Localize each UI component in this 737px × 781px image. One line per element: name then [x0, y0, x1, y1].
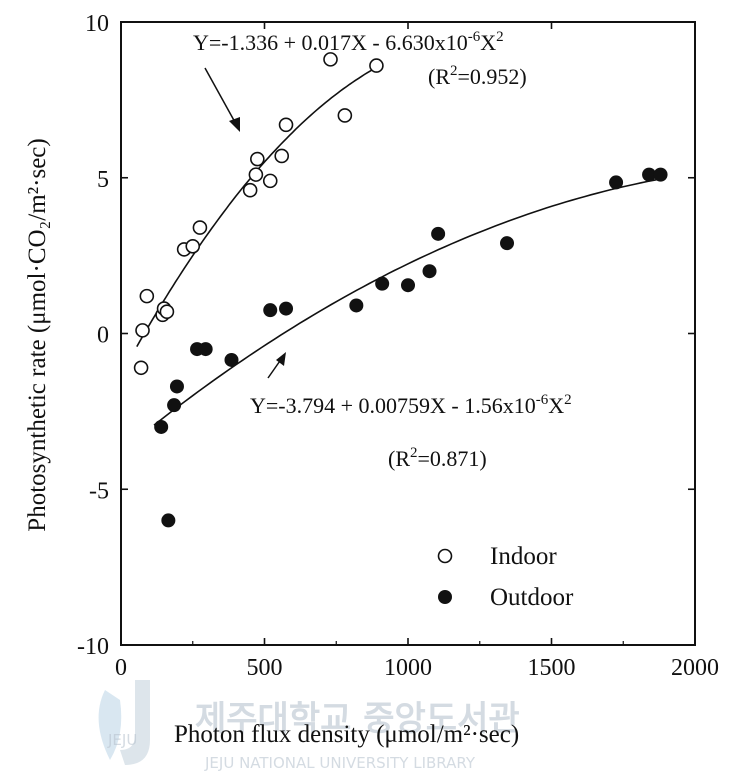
indoor-arrow-icon: [204, 67, 240, 132]
outdoor-equation-main: Y=-3.794 + 0.00759X - 1.56x10: [250, 393, 536, 418]
legend: Indoor Outdoor: [437, 543, 574, 611]
outdoor-point: [161, 513, 176, 528]
svg-text:JEJU: JEJU: [107, 731, 137, 749]
plot-frame: [120, 21, 696, 646]
indoor-point: [250, 151, 265, 167]
outdoor-point: [167, 398, 182, 413]
indoor-r2-value: =0.952): [458, 64, 527, 89]
outdoor-point: [422, 264, 437, 279]
indoor-point: [248, 167, 264, 182]
outdoor-point: [375, 276, 390, 291]
x-tick-label: 1500: [528, 655, 576, 681]
indoor-point: [278, 117, 294, 133]
outdoor-r2-value: =0.871): [418, 446, 487, 471]
outdoor-point: [279, 301, 294, 316]
legend-outdoor-marker: [438, 590, 452, 604]
indoor-point: [274, 148, 290, 164]
outdoor-point: [263, 303, 278, 318]
indoor-point: [192, 220, 208, 235]
x-tick-label: 500: [247, 655, 283, 681]
indoor-point: [139, 288, 155, 304]
indoor-r2-exp: 2: [450, 63, 458, 79]
watermark: JEJU 제주대학교 중앙도서관 JEJU NATIONAL UNIVERSIT…: [98, 680, 520, 772]
svg-text:(R2=0.871): (R2=0.871): [388, 445, 487, 471]
outdoor-equation: Y=-3.794 + 0.00759X - 1.56x10-6X2 (R2=0.…: [250, 392, 572, 471]
tick-labels: 0 500 1000 1500 2000 10 5 0 -5 -10: [77, 11, 719, 681]
outdoor-arrow-icon: [267, 352, 286, 379]
indoor-point: [133, 360, 149, 376]
outdoor-point: [224, 352, 239, 367]
outdoor-point: [653, 167, 668, 182]
indoor-point: [242, 182, 258, 198]
outdoor-point: [198, 342, 213, 357]
watermark-korean: 제주대학교 중앙도서관: [195, 699, 520, 739]
y-tick-label: -5: [89, 478, 109, 504]
outdoor-point: [431, 226, 446, 241]
legend-indoor-label: Indoor: [490, 543, 557, 570]
indoor-point: [323, 52, 338, 67]
y-tick-label: 10: [85, 11, 109, 37]
indoor-point: [159, 304, 175, 319]
fit-lines: [136, 66, 661, 426]
outdoor-point: [349, 298, 364, 313]
svg-text:Y=-1.336 + 0.017X - 6.630x10-6: Y=-1.336 + 0.017X - 6.630x10-6X2: [193, 29, 504, 55]
indoor-point: [135, 323, 150, 338]
legend-outdoor-label: Outdoor: [490, 584, 574, 611]
outdoor-fit-curve: [153, 178, 661, 426]
outdoor-equation-tail: X: [548, 393, 564, 418]
outdoor-point: [169, 379, 184, 394]
svg-text:(R2=0.952): (R2=0.952): [428, 63, 527, 89]
indoor-equation-tail: X: [480, 30, 496, 55]
indoor-r2-prefix: (R: [428, 64, 450, 89]
indoor-point: [262, 173, 278, 189]
outdoor-equation-tail-exp: 2: [564, 392, 572, 408]
outdoor-point: [642, 167, 657, 182]
university-logo-icon: JEJU: [98, 680, 150, 765]
outdoor-point: [401, 278, 415, 293]
outdoor-r2-prefix: (R: [388, 446, 410, 471]
outdoor-r2-exp: 2: [410, 445, 418, 461]
watermark-english: JEJU NATIONAL UNIVERSITY LIBRARY: [204, 754, 476, 772]
y-tick-label: -10: [77, 634, 109, 660]
x-axis-title: Photon flux density (μmol/m²·sec): [174, 721, 519, 748]
x-tick-label: 1000: [384, 655, 432, 681]
indoor-equation-exp: -6: [468, 29, 481, 45]
y-tick-label: 5: [97, 167, 109, 193]
x-tick-label: 2000: [671, 655, 719, 681]
svg-text:Y=-3.794 + 0.00759X - 1.56x10-: Y=-3.794 + 0.00759X - 1.56x10-6X2: [250, 392, 572, 418]
indoor-point: [369, 58, 384, 73]
outdoor-point: [154, 419, 169, 434]
indoor-point: [185, 238, 201, 254]
indoor-equation-main: Y=-1.336 + 0.017X - 6.630x10: [193, 30, 468, 55]
x-tick-label: 0: [115, 655, 127, 681]
indoor-point: [337, 108, 353, 123]
y-axis-title: Photosynthetic rate (μmol·CO₂/m²·sec): [24, 138, 51, 531]
indoor-equation: Y=-1.336 + 0.017X - 6.630x10-6X2 (R2=0.9…: [193, 29, 527, 89]
legend-indoor-marker: [437, 548, 453, 564]
y-tick-label: 0: [97, 323, 109, 349]
axis-ticks: [120, 21, 696, 646]
outdoor-point: [609, 175, 624, 190]
outdoor-point: [500, 236, 515, 251]
indoor-fit-curve: [136, 66, 377, 347]
outdoor-equation-exp: -6: [536, 392, 549, 408]
data-points: [133, 52, 668, 528]
indoor-equation-tail-exp: 2: [496, 29, 504, 45]
